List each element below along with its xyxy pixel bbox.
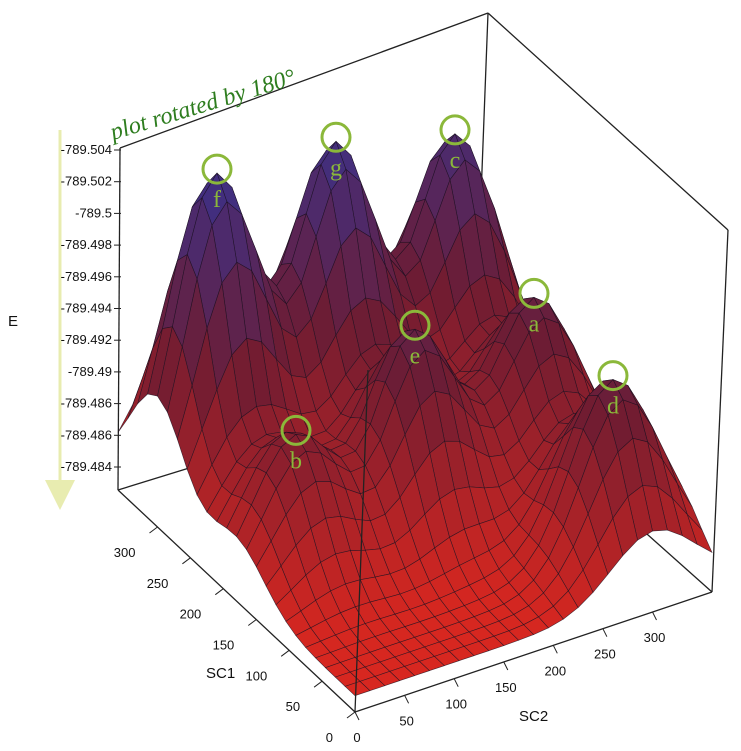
sc2-tick-label: 50	[399, 713, 413, 728]
peak-label-e: e	[410, 343, 421, 369]
box-edge	[117, 147, 121, 491]
z-tick-label: -789.494	[61, 301, 112, 316]
z-tick-label: -789.498	[61, 237, 112, 252]
peak-marker-c	[439, 114, 471, 146]
peak-marker-d	[597, 360, 629, 392]
sc1-tick-mark	[346, 711, 356, 719]
z-tick-label: -789.49	[68, 364, 112, 379]
z-tick-label: -789.496	[61, 269, 112, 284]
peak-label-f: f	[213, 187, 221, 213]
z-tick-label: -789.504	[61, 142, 112, 157]
sc1-axis-label: SC1	[206, 665, 235, 682]
surface-cell	[117, 376, 144, 433]
peak-marker-a	[518, 277, 550, 309]
sc1-tick-mark	[182, 557, 191, 565]
z-tick-label: -789.5	[75, 205, 112, 220]
sc1-tick-label: 50	[286, 699, 300, 714]
sc1-tick-mark	[215, 588, 224, 596]
sc2-tick-mark	[602, 628, 608, 637]
box-edge	[487, 12, 729, 231]
peak-markers: f g c e a d b	[201, 114, 629, 474]
sc2-axis-ticks: 0 50 100 150 200 250 300	[353, 611, 666, 745]
sc2-axis-label: SC2	[519, 708, 548, 725]
z-axis-label: E	[8, 313, 18, 330]
sc1-tick-label: 200	[180, 607, 202, 622]
sc2-tick-mark	[404, 695, 410, 704]
peak-label-c: c	[450, 148, 461, 174]
z-tick-label: -789.486	[61, 396, 112, 411]
sc1-tick-label: 100	[245, 668, 267, 683]
sc2-tick-label: 300	[644, 630, 666, 645]
peak-label-d: d	[607, 394, 619, 420]
peak-label-g: g	[330, 155, 342, 181]
sc1-tick-label: 250	[147, 576, 169, 591]
sc1-tick-mark	[149, 526, 158, 534]
sc2-tick-label: 100	[445, 697, 467, 712]
sc2-tick-mark	[503, 661, 509, 671]
sc2-tick-label: 0	[353, 730, 360, 745]
z-tick-label: -789.484	[61, 459, 112, 474]
energy-surface	[117, 132, 713, 697]
sc2-tick-label: 150	[495, 680, 517, 695]
sc2-tick-label: 200	[544, 663, 566, 678]
rotation-annotation: plot rotated by 180°	[105, 65, 299, 147]
peak-marker-g	[320, 121, 352, 153]
box-edge	[354, 369, 369, 713]
z-tick-label: -789.502	[61, 174, 112, 189]
sc1-axis-ticks: 0 50 100 150 200 250 300	[114, 526, 356, 745]
box-edge	[119, 12, 489, 149]
sc1-tick-mark	[280, 649, 290, 657]
sc1-tick-label: 300	[114, 545, 136, 560]
sc2-tick-label: 250	[594, 647, 616, 662]
z-axis-ticks: -789.504 -789.502 -789.5 -789.498 -789.496 -7…	[61, 142, 121, 474]
peak-marker-e	[399, 309, 431, 341]
sc1-tick-label: 0	[326, 730, 333, 745]
sc1-tick-label: 150	[213, 638, 235, 653]
sc2-tick-mark	[652, 611, 657, 621]
peak-label-b: b	[290, 448, 302, 474]
sc2-tick-mark	[354, 711, 360, 721]
z-tick-label: -789.492	[61, 332, 112, 347]
peak-label-a: a	[529, 311, 540, 337]
box-edge	[711, 229, 729, 593]
sc2-tick-mark	[552, 645, 558, 654]
z-tick-label: -789.486	[61, 427, 112, 442]
sc2-tick-mark	[453, 678, 459, 687]
peak-marker-b	[280, 414, 312, 446]
peak-marker-f	[201, 153, 233, 185]
sc1-tick-mark	[248, 619, 257, 626]
surface-cell	[344, 681, 371, 697]
sc1-tick-mark	[313, 680, 323, 688]
